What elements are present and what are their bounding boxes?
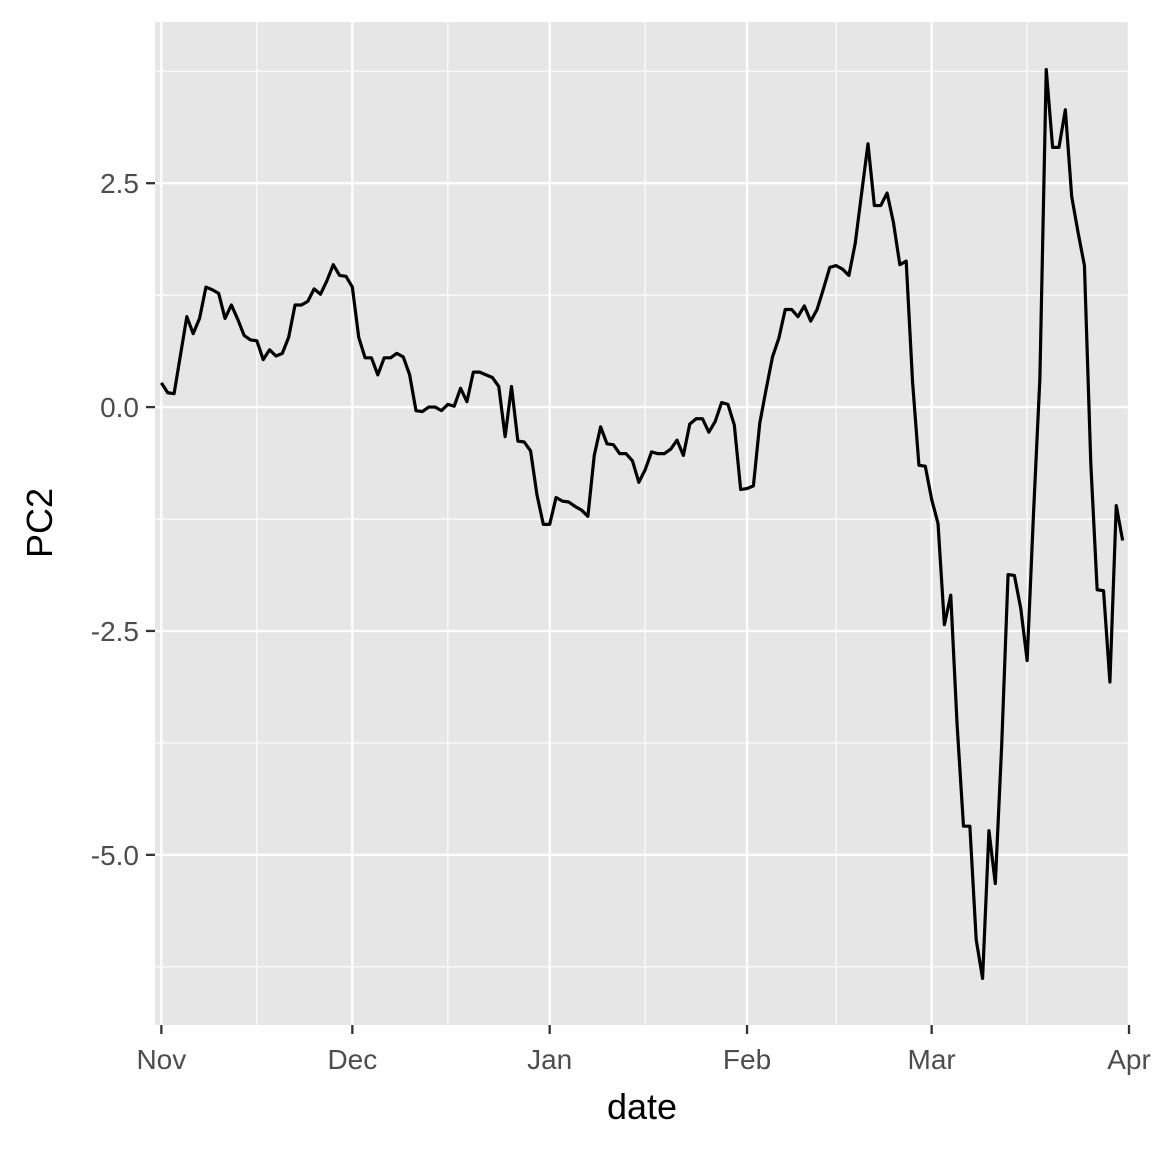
series-layer: [160, 67, 1125, 981]
x-axis-title: date: [607, 1086, 677, 1127]
axis-tick-labels: Nov Dec Jan Feb Mar Apr 2.5 0.0 -2.5 -5.0: [91, 168, 1151, 1075]
x-tick-label: Nov: [136, 1044, 186, 1075]
x-tick-label: Apr: [1107, 1044, 1151, 1075]
y-axis-title: PC2: [19, 488, 60, 558]
axis-ticks: [146, 182, 1131, 1034]
x-tick-label: Dec: [327, 1044, 377, 1075]
y-tick-label: -5.0: [91, 840, 139, 871]
y-tick-label: 0.0: [100, 392, 139, 423]
minor-gridlines: [155, 22, 1129, 1025]
plot-panel: [155, 22, 1129, 1025]
x-tick-label: Feb: [723, 1044, 771, 1075]
x-tick-label: Jan: [527, 1044, 572, 1075]
x-tick-label: Mar: [908, 1044, 956, 1075]
y-tick-label: -2.5: [91, 616, 139, 647]
series-line: [160, 67, 1125, 981]
y-tick-label: 2.5: [100, 168, 139, 199]
